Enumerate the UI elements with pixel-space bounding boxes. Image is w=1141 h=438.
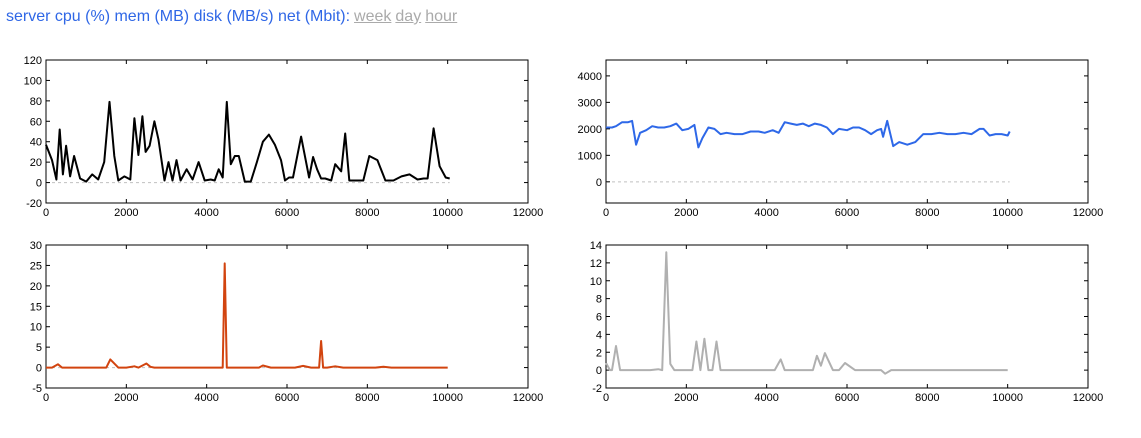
y-tick-label: 25 (30, 260, 42, 272)
cpu-series-line (45, 100, 450, 183)
y-tick-label: 60 (30, 116, 42, 128)
mem-series-line (606, 119, 1011, 149)
x-tick-label: 2000 (674, 392, 698, 404)
x-tick-label: 0 (603, 392, 609, 404)
range-link-week[interactable]: week (354, 8, 392, 25)
y-tick-label: 15 (30, 301, 42, 313)
y-tick-label: 2000 (578, 124, 602, 136)
x-tick-label: 0 (603, 207, 609, 219)
x-tick-label: 8000 (355, 207, 379, 219)
y-tick-label: -5 (32, 383, 42, 395)
net-series-line (605, 251, 1008, 375)
x-tick-label: 2000 (114, 207, 138, 219)
y-tick-label: 20 (30, 281, 42, 293)
y-tick-label: 10 (590, 276, 602, 288)
y-tick-label: 10 (30, 322, 42, 334)
range-link-hour[interactable]: hour (425, 8, 458, 25)
x-tick-label: 6000 (275, 392, 299, 404)
y-tick-label: 12 (590, 258, 602, 270)
y-tick-label: 6 (596, 312, 602, 324)
x-tick-label: 10000 (432, 207, 463, 219)
y-tick-label: 1000 (578, 150, 602, 162)
x-tick-label: 4000 (194, 207, 218, 219)
mem-chart: 0 2000 4000 6000 8000 10000 12000 0 1000 2000 3000… (578, 59, 1104, 219)
y-tick-label: 80 (30, 96, 42, 108)
y-tick-label: 100 (24, 75, 42, 87)
header-title: server cpu (%) mem (MB) disk (MB/s) net … (6, 8, 351, 25)
y-tick-label: 0 (596, 177, 602, 189)
x-tick-label: 4000 (754, 392, 778, 404)
x-tick-label: 0 (43, 207, 49, 219)
y-tick-label: -2 (592, 383, 602, 395)
y-tick-label: 4000 (578, 71, 602, 83)
x-tick-label: 12000 (513, 207, 544, 219)
disk-series-line (46, 262, 448, 369)
y-tick-label: 8 (596, 294, 602, 306)
x-tick-label: 8000 (915, 392, 939, 404)
x-tick-label: 6000 (275, 207, 299, 219)
y-tick-label: 0 (36, 363, 42, 375)
x-tick-label: 0 (43, 392, 49, 404)
y-tick-label: 30 (30, 240, 42, 252)
x-tick-label: 6000 (835, 392, 859, 404)
y-tick-label: 20 (30, 157, 42, 169)
x-tick-label: 12000 (1073, 392, 1104, 404)
plot-frame (605, 244, 1089, 389)
range-link-day[interactable]: day (395, 8, 422, 25)
y-tick-label: 2 (596, 347, 602, 359)
disk-chart: 0 2000 4000 6000 8000 10000 12000-505101520253… (30, 240, 544, 404)
cpu-chart: 0 2000 4000 6000 8000 10000 12000-200204060801… (24, 55, 544, 219)
x-tick-label: 4000 (754, 207, 778, 219)
x-tick-label: 12000 (513, 392, 544, 404)
y-tick-label: 0 (36, 178, 42, 190)
x-tick-label: 8000 (915, 207, 939, 219)
y-tick-label: 5 (36, 342, 42, 354)
x-tick-label: 10000 (992, 207, 1023, 219)
plot-frame (45, 59, 529, 204)
x-tick-label: 8000 (355, 392, 379, 404)
x-tick-label: 6000 (835, 207, 859, 219)
y-tick-label: 120 (24, 55, 42, 67)
y-tick-label: 4 (596, 329, 602, 341)
x-tick-label: 2000 (674, 207, 698, 219)
y-tick-label: 14 (590, 240, 602, 252)
y-tick-label: 40 (30, 137, 42, 149)
x-tick-label: 2000 (114, 392, 138, 404)
y-tick-label: 3000 (578, 97, 602, 109)
x-tick-label: 10000 (432, 392, 463, 404)
x-tick-label: 4000 (194, 392, 218, 404)
chart-header: server cpu (%) mem (MB) disk (MB/s) net … (6, 6, 457, 28)
x-tick-label: 10000 (992, 392, 1023, 404)
x-tick-label: 12000 (1073, 207, 1104, 219)
y-tick-label: -20 (26, 198, 42, 210)
y-tick-label: 0 (596, 365, 602, 377)
